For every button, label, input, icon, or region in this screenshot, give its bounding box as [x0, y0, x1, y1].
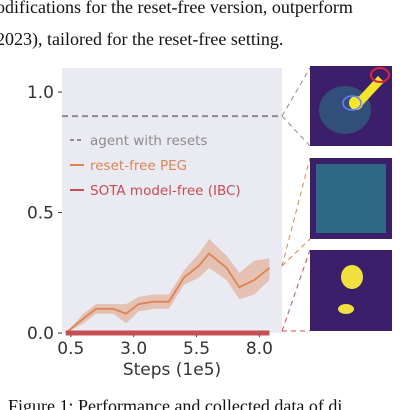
x-tick-label: 8.0: [246, 339, 273, 359]
connector: [281, 115, 311, 147]
connector: [281, 249, 311, 332]
y-tick-label: 0.0: [27, 324, 54, 344]
legend-label: agent with resets: [90, 133, 207, 149]
plot-background: [62, 68, 282, 333]
text-line: odifications for the reset-free version,…: [0, 0, 353, 17]
thumbnail: [310, 250, 392, 331]
thumbnail-marker: [342, 95, 362, 111]
x-tick-label: 5.5: [183, 339, 210, 359]
thumbnail-blob: [341, 265, 363, 289]
connector: [281, 67, 311, 117]
line: [65, 252, 270, 334]
legend-label: reset-free PEG: [90, 158, 187, 174]
thumbnail-blob: [316, 164, 386, 233]
thumbnail-marker: [370, 67, 390, 83]
y-tick-label: 0.5: [27, 204, 54, 224]
thumbnails: [281, 66, 392, 332]
x-tick-label: 0.5: [57, 339, 84, 359]
connector: [281, 157, 311, 267]
y-tick-label: 1.0: [27, 83, 54, 103]
text-line: 2023), tailored for the reset-free setti…: [0, 29, 283, 50]
caption: Figure 1: Performance and collected data…: [8, 396, 342, 410]
x-tick-label: 3.0: [120, 339, 147, 359]
connector: [281, 238, 311, 267]
x-axis-label: Steps (1e5): [123, 360, 221, 380]
thumbnail-blob: [338, 304, 354, 314]
legend-label: SOTA model-free (IBC): [90, 183, 241, 199]
